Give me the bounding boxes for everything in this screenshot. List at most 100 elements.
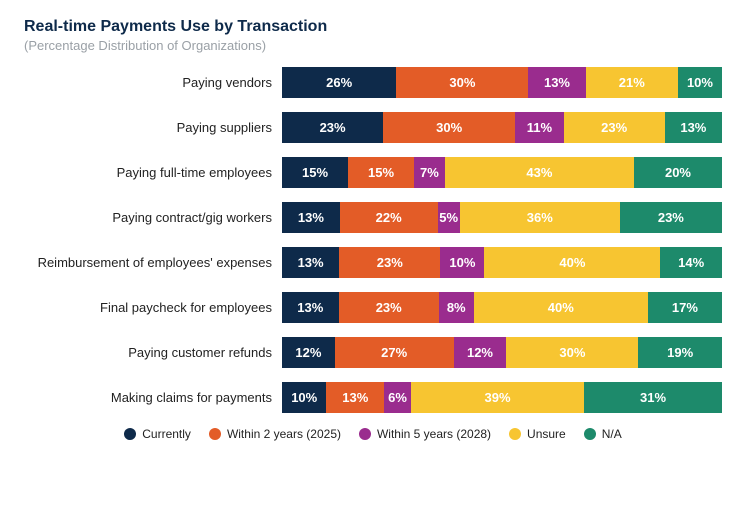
segment-value: 23%: [320, 120, 346, 135]
segment-value: 13%: [342, 390, 368, 405]
bar-row-label: Reimbursement of employees' expenses: [24, 255, 282, 270]
legend: CurrentlyWithin 2 years (2025)Within 5 y…: [24, 427, 722, 441]
bar-row-label: Paying vendors: [24, 75, 282, 90]
segment-value: 17%: [672, 300, 698, 315]
chart-subtitle: (Percentage Distribution of Organization…: [24, 38, 722, 53]
bar-segment-unsure: 39%: [411, 382, 584, 413]
legend-swatch-icon: [584, 428, 596, 440]
bar-segment-unsure: 30%: [506, 337, 638, 368]
segment-value: 27%: [381, 345, 407, 360]
legend-swatch-icon: [209, 428, 221, 440]
segment-value: 10%: [449, 255, 475, 270]
segment-value: 15%: [368, 165, 394, 180]
segment-value: 31%: [640, 390, 666, 405]
segment-value: 13%: [298, 210, 324, 225]
segment-value: 19%: [667, 345, 693, 360]
segment-value: 12%: [467, 345, 493, 360]
bar-segment-na: 31%: [584, 382, 722, 413]
segment-value: 23%: [601, 120, 627, 135]
bar-segment-currently: 12%: [282, 337, 335, 368]
bar-segment-na: 14%: [660, 247, 722, 278]
segment-value: 8%: [447, 300, 466, 315]
bar-row: Paying full-time employees 15% 15% 7% 43% 20%: [24, 157, 722, 188]
bar-segment-currently: 13%: [282, 247, 339, 278]
segment-value: 30%: [449, 75, 475, 90]
legend-label: Within 5 years (2028): [377, 427, 491, 441]
bar-row-label: Making claims for payments: [24, 390, 282, 405]
legend-swatch-icon: [509, 428, 521, 440]
segment-value: 13%: [680, 120, 706, 135]
segment-value: 22%: [376, 210, 402, 225]
segment-value: 13%: [298, 255, 324, 270]
bar-segment-currently: 13%: [282, 202, 340, 233]
bar-row: Paying customer refunds 12% 27% 12% 30% 19%: [24, 337, 722, 368]
segment-value: 40%: [548, 300, 574, 315]
segment-value: 6%: [388, 390, 407, 405]
bar: 13% 23% 8% 40% 17%: [282, 292, 722, 323]
legend-item-unsure: Unsure: [509, 427, 566, 441]
bar-segment-within2: 15%: [348, 157, 414, 188]
legend-label: Within 2 years (2025): [227, 427, 341, 441]
bar-segment-unsure: 21%: [586, 67, 678, 98]
segment-value: 21%: [619, 75, 645, 90]
segment-value: 5%: [439, 210, 458, 225]
stacked-bar-chart: Paying vendors26%30%13%21%10%Paying supp…: [24, 67, 722, 413]
segment-value: 10%: [687, 75, 713, 90]
segment-value: 15%: [302, 165, 328, 180]
segment-value: 30%: [436, 120, 462, 135]
legend-label: Unsure: [527, 427, 566, 441]
bar: 10%13%6%39%31%: [282, 382, 722, 413]
legend-swatch-icon: [359, 428, 371, 440]
segment-value: 11%: [527, 120, 552, 135]
bar-segment-within2: 30%: [396, 67, 528, 98]
bar-segment-unsure: 23%: [564, 112, 665, 143]
segment-value: 23%: [377, 255, 403, 270]
bar-segment-unsure: 40%: [484, 247, 660, 278]
bar-segment-within5: 5%: [438, 202, 460, 233]
segment-value: 40%: [559, 255, 585, 270]
bar-segment-currently: 26%: [282, 67, 396, 98]
bar: 23% 30% 11% 23% 13%: [282, 112, 722, 143]
segment-value: 12%: [295, 345, 321, 360]
bar: 13% 22% 5% 36% 23%: [282, 202, 722, 233]
segment-value: 43%: [526, 165, 552, 180]
bar-row: Final paycheck for employees13%23%8%40%1…: [24, 292, 722, 323]
segment-value: 30%: [559, 345, 585, 360]
segment-value: 14%: [678, 255, 704, 270]
bar-segment-currently: 15%: [282, 157, 348, 188]
chart-title: Real-time Payments Use by Transaction: [24, 18, 722, 36]
segment-value: 36%: [527, 210, 553, 225]
bar-row: Paying vendors26% 30% 13% 21% 10%: [24, 67, 722, 98]
bar-segment-within2: 22%: [340, 202, 438, 233]
bar-segment-within5: 10%: [440, 247, 484, 278]
bar-segment-within2: 23%: [339, 247, 440, 278]
bar-segment-unsure: 36%: [460, 202, 620, 233]
bar-segment-within2: 13%: [326, 382, 384, 413]
bar: 13% 23% 10% 40% 14%: [282, 247, 722, 278]
bar-row-label: Paying contract/gig workers: [24, 210, 282, 225]
segment-value: 23%: [658, 210, 684, 225]
bar-row-label: Paying customer refunds: [24, 345, 282, 360]
bar-segment-na: 20%: [634, 157, 722, 188]
bar: 12% 27% 12% 30% 19%: [282, 337, 722, 368]
bar-segment-within5: 8%: [439, 292, 474, 323]
bar-segment-na: 17%: [648, 292, 722, 323]
bar-segment-unsure: 40%: [474, 292, 648, 323]
segment-value: 13%: [544, 75, 570, 90]
legend-item-within2: Within 2 years (2025): [209, 427, 341, 441]
bar-segment-currently: 13%: [282, 292, 339, 323]
bar-segment-within2: 23%: [339, 292, 439, 323]
segment-value: 39%: [485, 390, 511, 405]
bar: 15% 15% 7% 43% 20%: [282, 157, 722, 188]
segment-value: 13%: [297, 300, 323, 315]
bar-row: Paying contract/gig workers 13% 22% 5% 36% 23…: [24, 202, 722, 233]
bar-row: Making claims for payments10%13%6%39%31%: [24, 382, 722, 413]
segment-value: 7%: [420, 165, 439, 180]
legend-swatch-icon: [124, 428, 136, 440]
bar-row-label: Paying full-time employees: [24, 165, 282, 180]
bar: 26% 30% 13% 21% 10%: [282, 67, 722, 98]
legend-label: N/A: [602, 427, 622, 441]
bar-row-label: Final paycheck for employees: [24, 300, 282, 315]
bar-segment-currently: 23%: [282, 112, 383, 143]
bar-segment-within5: 6%: [384, 382, 411, 413]
